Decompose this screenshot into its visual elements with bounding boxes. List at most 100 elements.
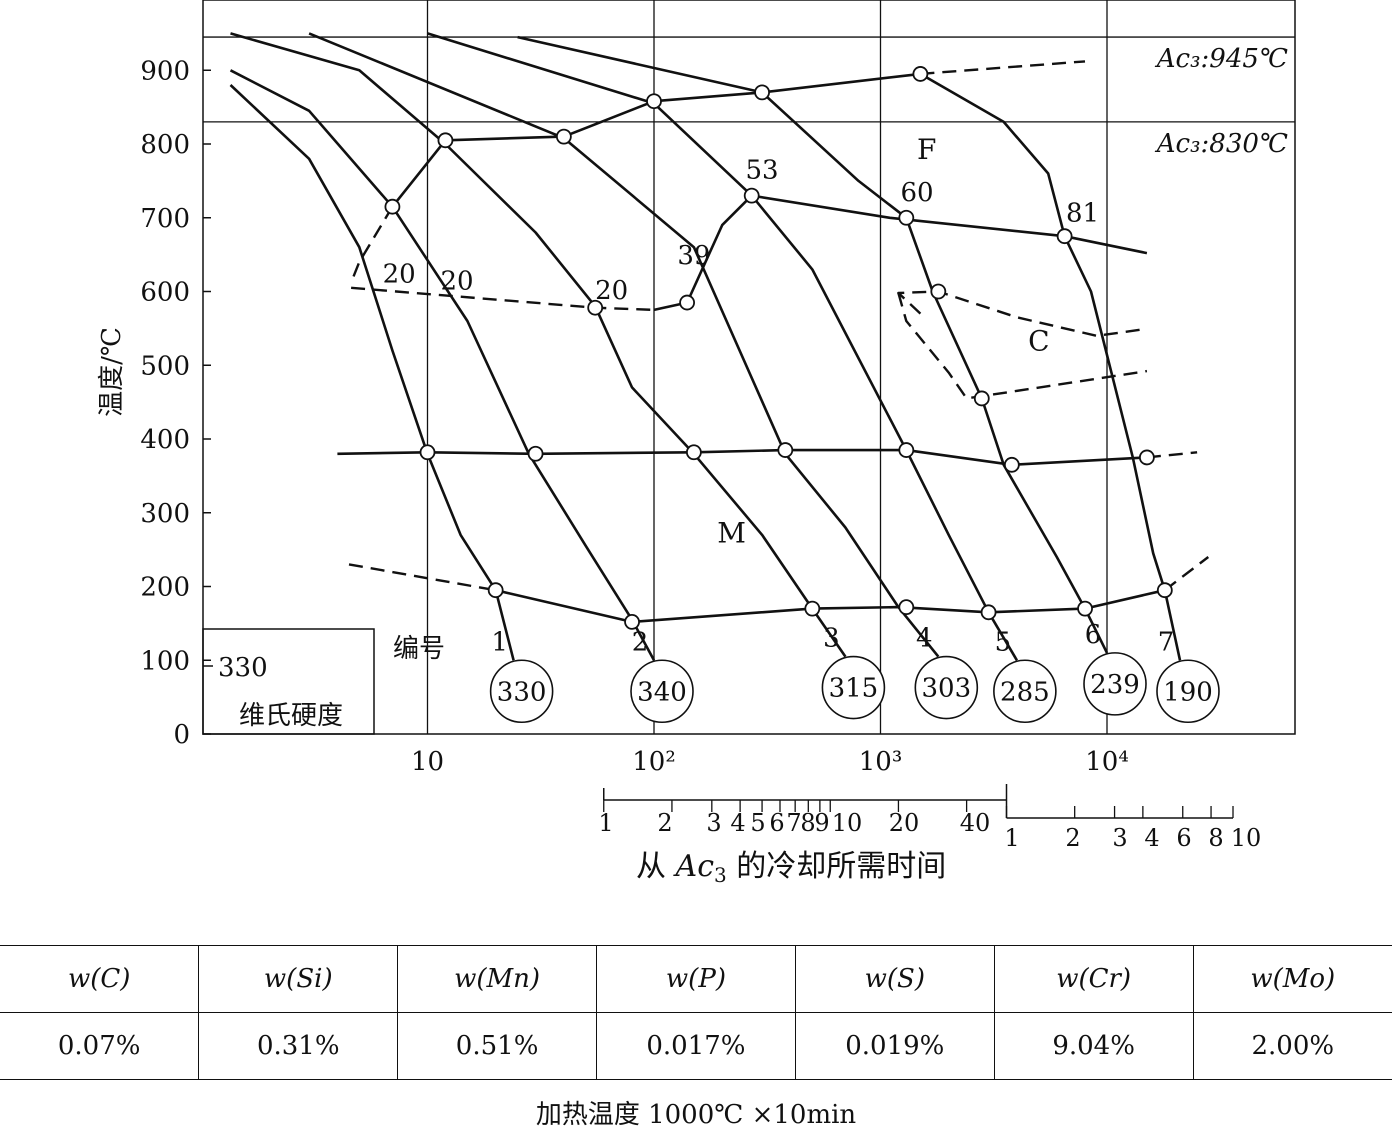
curve-number-label: 1 — [491, 627, 508, 657]
header-s: w(S) — [795, 945, 995, 1013]
cooling-curve-4 — [308, 32, 940, 658]
minutes-tick-label: 1 — [598, 809, 613, 837]
legend-label: 维氏硬度 — [239, 701, 343, 731]
header-si: w(Si) — [198, 945, 399, 1013]
transformation-point — [587, 299, 604, 316]
y-tick-label: 500 — [140, 351, 190, 381]
curve-annotation: 81 — [1066, 198, 1099, 228]
hours-tick-label: 6 — [1176, 824, 1191, 852]
curve-annotation: 39 — [677, 241, 710, 271]
transform-line-ferrite_dashed_low — [349, 206, 394, 284]
hardness-circle — [1083, 652, 1147, 716]
transform-line-ferrite_start_ext — [920, 60, 1086, 76]
hardness-circle — [1156, 659, 1220, 724]
transformation-point — [1003, 456, 1020, 473]
marker-layer — [384, 66, 1220, 724]
curve-annotation: 60 — [901, 178, 934, 208]
minutes-tick-label: 5 — [750, 809, 765, 837]
cct-diagram: 10 10² 10³ 10⁴ 0 100 200 300 400 500 600 700 800 900 A… — [97, 0, 1296, 887]
transformation-point — [1077, 600, 1093, 617]
curve-number-label: 7 — [1158, 627, 1175, 657]
transformation-point — [384, 198, 401, 215]
hardness-value: 315 — [829, 674, 879, 704]
ac3-label: Ac₃:830℃ — [1155, 129, 1288, 159]
transformation-point — [912, 66, 929, 82]
curve-annotation: 53 — [746, 156, 779, 186]
y-tick-label: 0 — [173, 720, 190, 750]
curve-annotation: 20 — [440, 266, 473, 296]
transform-line-martensite_start_ext — [1146, 451, 1198, 459]
transformation-point — [777, 442, 794, 458]
transformation-point — [527, 445, 544, 462]
hardness-circle — [489, 659, 554, 724]
value-si: 0.31% — [198, 1012, 399, 1080]
transform-line-ferrite_start — [391, 72, 921, 208]
hardness-value: 330 — [497, 677, 547, 707]
transform-line-martensite_finish — [495, 588, 1166, 624]
value-cr: 9.04% — [994, 1012, 1194, 1080]
hardness-legend: 330 维氏硬度 编号 — [202, 628, 445, 735]
transform-line-martensite_finish_dashed — [348, 563, 496, 592]
transformation-point — [973, 390, 990, 407]
hours-tick-label: 1 — [1004, 824, 1019, 852]
transformation-point — [437, 132, 454, 149]
transformation-point — [754, 84, 770, 101]
x-tick-label: 10² — [632, 747, 676, 777]
hardness-value: 239 — [1090, 670, 1140, 700]
x-axis-title-prefix: 从 — [636, 849, 676, 884]
region-label-F: F — [917, 133, 936, 166]
header-mo: w(Mo) — [1193, 945, 1392, 1013]
transformation-point — [555, 128, 572, 145]
cooling-curve-3 — [230, 32, 847, 658]
x-tick-label: 10³ — [859, 747, 903, 777]
hardness-value: 285 — [1000, 677, 1050, 707]
transformation-point — [1156, 582, 1173, 599]
transformation-point — [679, 294, 695, 311]
hardness-circle — [821, 655, 886, 720]
heating-caption: 加热温度 1000℃ ×10min — [535, 1100, 857, 1130]
hardness-circle — [914, 655, 979, 720]
value-c: 0.07% — [0, 1012, 200, 1080]
cooling-curve-5 — [427, 32, 1019, 661]
minutes-tick-label: 20 — [889, 809, 920, 837]
transformation-point — [898, 442, 915, 458]
y-tick-label: 600 — [140, 278, 190, 308]
hours-tick-label: 3 — [1112, 824, 1127, 852]
region-label-C: C — [1028, 325, 1049, 358]
y-tick-label: 300 — [140, 499, 190, 529]
plot-frame — [202, 0, 1296, 735]
header-c: w(C) — [0, 945, 200, 1013]
hours-tick-label: 10 — [1231, 824, 1262, 852]
minutes-tick-label: 9 — [814, 809, 829, 837]
transformation-point — [898, 209, 915, 226]
cooling-curve-7 — [919, 72, 1182, 661]
header-p: w(P) — [596, 945, 796, 1013]
hardness-value: 303 — [921, 674, 971, 704]
transform-line-martensite_start — [337, 448, 1147, 467]
hours-tick-label: 4 — [1144, 824, 1159, 852]
transformation-point — [804, 600, 821, 617]
hours-tick-label: 2 — [1065, 824, 1080, 852]
minutes-tick-label: 6 — [769, 809, 784, 837]
transformation-point — [930, 283, 947, 300]
value-mo: 2.00% — [1193, 1012, 1392, 1080]
transformation-point — [743, 187, 760, 204]
hardness-circle — [993, 659, 1057, 724]
region-label-M: M — [717, 516, 746, 549]
header-cr: w(Cr) — [994, 945, 1194, 1013]
y-tick-label: 900 — [140, 56, 190, 86]
transformation-point — [685, 444, 702, 461]
cooling-curve-2 — [229, 69, 656, 661]
value-s: 0.019% — [795, 1012, 995, 1080]
minutes-tick-label: 4 — [730, 809, 745, 837]
legend-title: 编号 — [393, 634, 445, 664]
y-tick-label: 800 — [140, 130, 190, 160]
curve-annotation: 20 — [383, 260, 416, 290]
cooling-curve-6 — [517, 35, 1109, 654]
transform-line-carbide_region_lower — [897, 292, 1148, 400]
minutes-tick-label: 7 — [786, 809, 801, 837]
transformation-point — [624, 614, 640, 630]
x-tick-label: 10⁴ — [1085, 747, 1129, 777]
curve-number-label: 5 — [995, 627, 1012, 657]
grid-layer — [202, 0, 1296, 819]
